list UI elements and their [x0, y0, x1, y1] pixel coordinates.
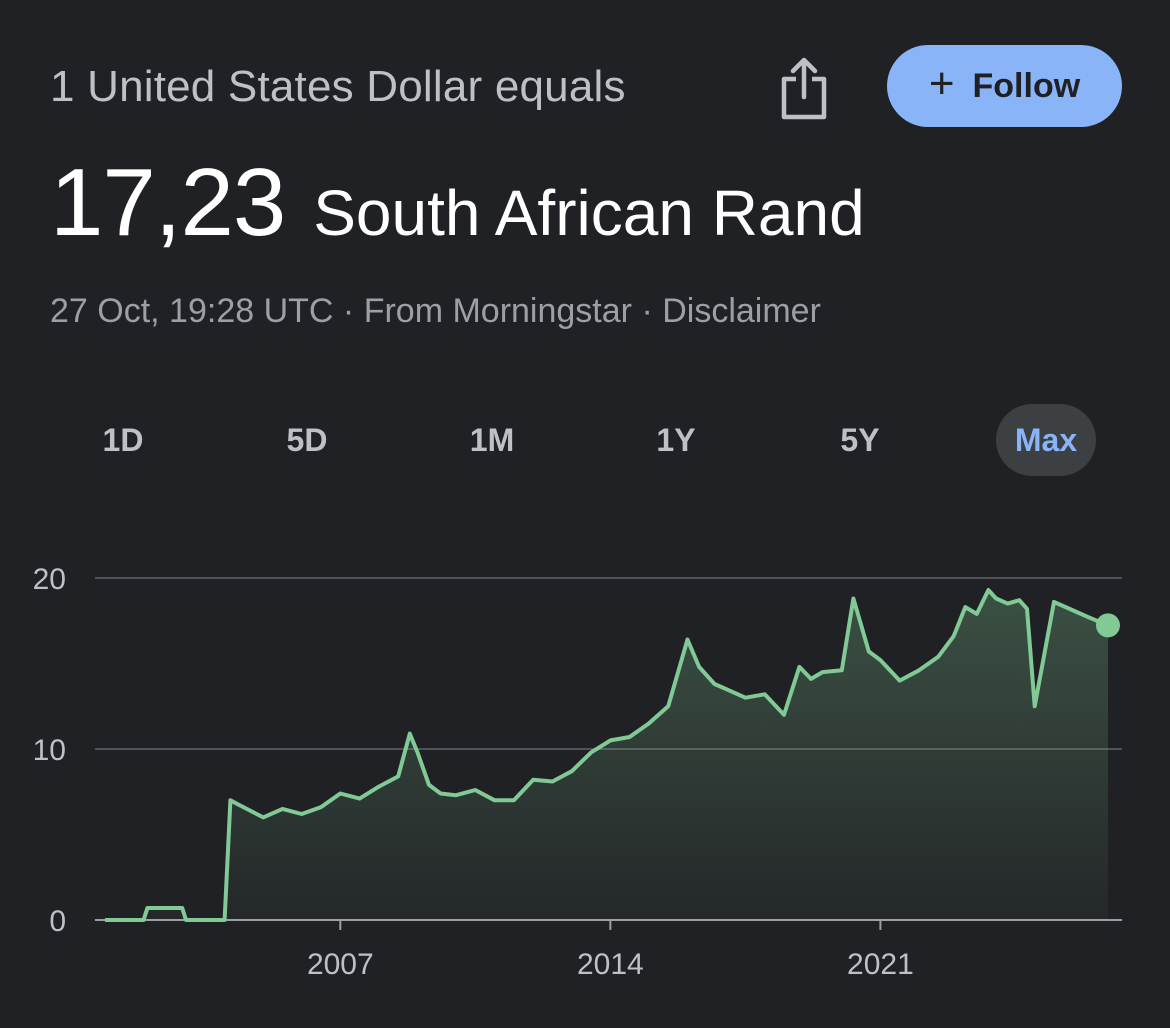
y-tick-label: 0 [49, 905, 66, 938]
x-tick-label: 2007 [307, 948, 374, 981]
tab-1m[interactable]: 1M [469, 421, 515, 458]
y-tick-label: 10 [33, 734, 66, 767]
exchange-rate: 17,23 South African Rand [50, 148, 865, 258]
plus-icon: + [928, 59, 955, 108]
conversion-label: 1 United States Dollar equals [50, 62, 626, 111]
exchange-rate-chart[interactable]: 0 10 20 2007 2014 2021 [0, 540, 1170, 1010]
current-value-dot[interactable] [1096, 613, 1120, 638]
timestamp: 27 Oct, 19:28 UTC [50, 292, 334, 330]
follow-label: Follow [972, 66, 1081, 105]
tab-max[interactable]: Max [996, 404, 1096, 476]
rate-value: 17,23 [50, 149, 286, 256]
series-line [105, 588, 1109, 922]
source-link[interactable]: From Morningstar [363, 292, 632, 330]
time-range-tabs: 1D 5D 1M 1Y 5Y Max [30, 404, 1130, 476]
follow-button[interactable]: + Follow [887, 45, 1122, 127]
rate-meta: 27 Oct, 19:28 UTC · From Morningstar · D… [50, 292, 821, 331]
series-area [105, 590, 1108, 920]
tab-5y[interactable]: 5Y [840, 421, 880, 458]
separator: · [342, 292, 355, 330]
tab-5d[interactable]: 5D [286, 421, 328, 458]
y-axis: 0 10 20 [33, 563, 66, 938]
tab-1y[interactable]: 1Y [656, 421, 696, 458]
y-tick-label: 20 [33, 563, 66, 596]
tab-1d[interactable]: 1D [102, 421, 144, 458]
separator: · [641, 292, 653, 330]
disclaimer-link[interactable]: Disclaimer [662, 292, 821, 330]
x-axis: 2007 2014 2021 [307, 920, 914, 981]
share-icon [781, 57, 827, 120]
rate-currency: South African Rand [313, 177, 865, 249]
share-button[interactable] [772, 50, 836, 126]
x-tick-label: 2014 [577, 948, 644, 981]
x-tick-label: 2021 [847, 948, 914, 981]
